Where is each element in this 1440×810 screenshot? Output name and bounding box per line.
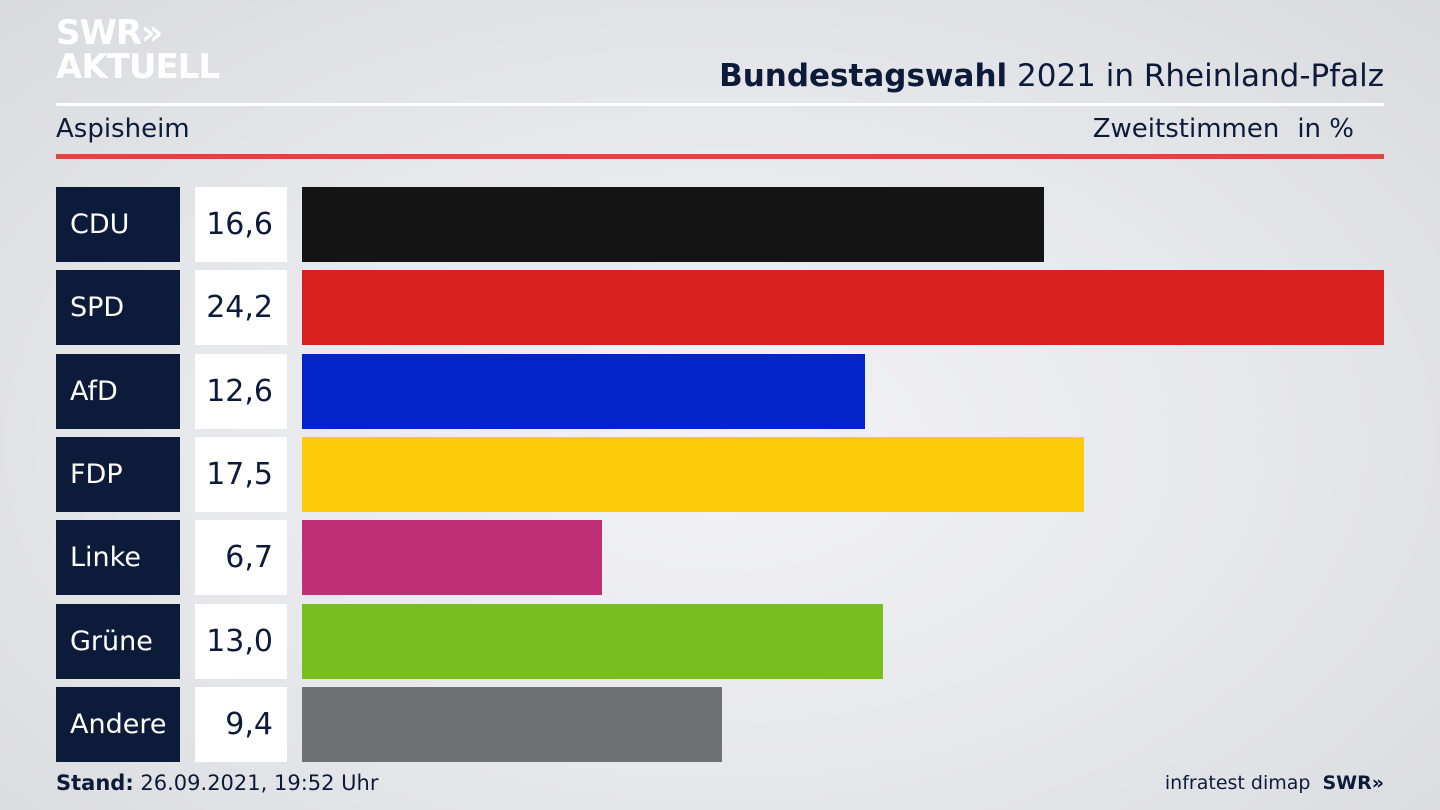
- value-label: 24,2: [195, 270, 287, 345]
- source-name: infratest dimap: [1164, 772, 1311, 794]
- bar-row-fdp: FDP 17,5: [56, 437, 1384, 512]
- swr-aktuell-logo: SWR» AKTUELL: [56, 13, 220, 87]
- measure-label: Zweitstimmen in %: [1093, 114, 1354, 144]
- value-label: 16,6: [195, 187, 287, 262]
- bar-fdp: [302, 437, 1084, 512]
- bar-row-linke: Linke 6,7: [56, 520, 1384, 595]
- party-label: Andere: [56, 687, 180, 762]
- bar-cdu: [302, 187, 1044, 262]
- bar-row-andere: Andere 9,4: [56, 687, 1384, 762]
- location-label: Aspisheim: [56, 114, 190, 144]
- bar-row-grüne: Grüne 13,0: [56, 604, 1384, 679]
- timestamp: Stand: 26.09.2021, 19:52 Uhr: [56, 771, 379, 795]
- header-divider: [56, 103, 1384, 106]
- stand-value: 26.09.2021, 19:52 Uhr: [133, 771, 379, 795]
- bar-linke: [302, 520, 602, 595]
- measure-name: Zweitstimmen: [1092, 114, 1280, 144]
- bar-afd: [302, 354, 865, 429]
- value-label: 12,6: [195, 354, 287, 429]
- bar-andere: [302, 687, 722, 762]
- swr-logo: SWR»: [1322, 772, 1384, 794]
- value-label: 6,7: [195, 520, 287, 595]
- header-accent-rule: [56, 154, 1384, 159]
- value-label: 13,0: [195, 604, 287, 679]
- party-label: AfD: [56, 354, 180, 429]
- party-label: Grüne: [56, 604, 180, 679]
- bar-row-cdu: CDU 16,6: [56, 187, 1384, 262]
- bar-row-afd: AfD 12,6: [56, 354, 1384, 429]
- unit-label: in %: [1297, 114, 1354, 144]
- value-label: 17,5: [195, 437, 287, 512]
- logo-swr: SWR: [56, 13, 142, 53]
- party-label: SPD: [56, 270, 180, 345]
- bar-grüne: [302, 604, 883, 679]
- party-label: CDU: [56, 187, 180, 262]
- party-label: Linke: [56, 520, 180, 595]
- title-bold: Bundestagswahl: [719, 58, 1008, 94]
- chart-title: Bundestagswahl 2021 in Rheinland-Pfalz: [719, 58, 1384, 94]
- bar-row-spd: SPD 24,2: [56, 270, 1384, 345]
- stand-label: Stand:: [56, 771, 134, 795]
- source-credit: infratest dimap SWR»: [1165, 772, 1384, 794]
- logo-aktuell: AKTUELL: [56, 47, 220, 87]
- value-label: 9,4: [195, 687, 287, 762]
- party-label: FDP: [56, 437, 180, 512]
- title-rest: 2021 in Rheinland-Pfalz: [1007, 58, 1384, 94]
- bar-spd: [302, 270, 1384, 345]
